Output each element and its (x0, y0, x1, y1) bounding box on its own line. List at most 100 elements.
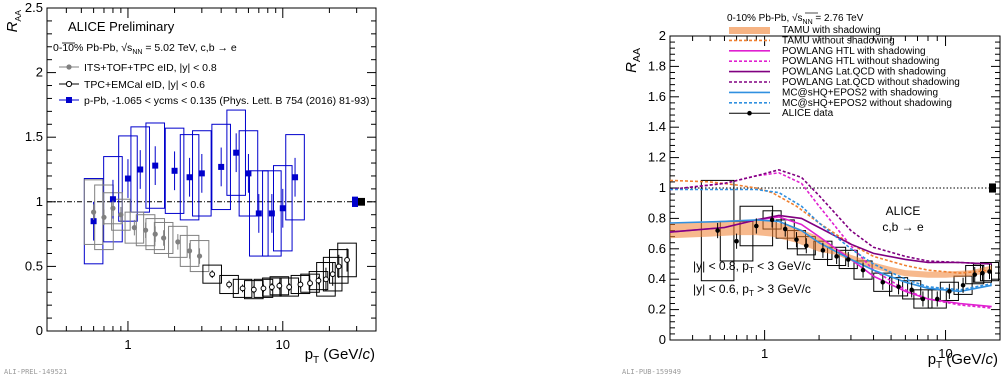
its-marker (131, 225, 137, 231)
p-pb-marker (90, 218, 97, 225)
legend-entry: POWLANG Lat.QCD with shadowing (782, 67, 946, 78)
its-marker (118, 212, 124, 218)
x-axis-title-close: ) (993, 351, 998, 368)
x-tick-label: 10 (276, 337, 290, 352)
x-tick-label: 1 (124, 337, 131, 352)
panel-2: 0 0.2 0.4 0.6 0.8 1 1.2 1.4 1.6 1.8 2 1 10 ALI-PUB-15… (622, 12, 1001, 376)
y-tick-label: 2 (36, 65, 43, 80)
data-marker (972, 272, 978, 277)
p-pb-marker (292, 174, 299, 181)
emcal-marker (344, 257, 350, 263)
its-systematic-box (168, 225, 188, 258)
y-tick-label: 2.5 (25, 0, 43, 15)
data-systematic-box (889, 277, 909, 297)
legend-entry: MC@sHQ+EPOS2 without shadowing (782, 98, 952, 109)
its-systematic-box (179, 234, 200, 267)
normalization-box (989, 183, 996, 193)
x-tick-label: 1 (761, 346, 768, 361)
p-pb-systematic-box (272, 165, 293, 252)
its-marker (196, 253, 203, 259)
subtitle-part: 0-10% Pb-Pb, √s (53, 42, 132, 54)
emcal-marker (260, 285, 267, 292)
p-pb-marker (109, 196, 116, 203)
data-marker (960, 282, 966, 288)
data-marker (920, 296, 926, 302)
y-axis-title: RAA (4, 10, 23, 33)
p-pb-normalization-box (352, 196, 358, 207)
y-tick-label: 0.2 (648, 302, 666, 317)
legend-band (729, 27, 770, 34)
p-pb-marker (137, 166, 144, 173)
y-axis-title-r: R (623, 62, 640, 73)
data-marker (909, 287, 914, 293)
p-pb-systematic-box (145, 122, 166, 209)
data-marker (782, 226, 788, 232)
data-marker (987, 269, 992, 274)
subtitle-part: 0-10% Pb-Pb, √s (727, 12, 803, 24)
y-tick-label: 1.6 (648, 89, 666, 104)
x-axis-title: pT (GeV/c) (928, 351, 998, 371)
emcal-systematic-box (202, 264, 222, 284)
emcal-marker (209, 271, 216, 278)
data-marker (734, 238, 739, 244)
data-marker (794, 237, 799, 242)
figure-id-label: ALI-PUB-159949 (622, 368, 681, 376)
model-curve-7 (670, 188, 992, 291)
data-marker (934, 296, 940, 302)
emcal-marker (307, 280, 313, 287)
its-marker (152, 231, 158, 237)
legend-entry: ITS+TOF+TPC eID, |y| < 0.8 (84, 62, 217, 74)
its-systematic-box (124, 211, 145, 244)
x-tick-label: 10 (938, 346, 952, 361)
its-marker (186, 248, 193, 254)
y-tick-label: 2 (659, 28, 666, 43)
y-axis-title-sub: AA (13, 10, 23, 22)
emcal-marker (250, 286, 257, 293)
y-tick-label: 0.4 (648, 271, 666, 286)
legend-marker (747, 110, 752, 116)
p-pb-marker (268, 210, 275, 217)
emcal-systematic-box (329, 249, 349, 284)
pb-pb-normalization-box (358, 197, 365, 206)
y-axis-title-r: R (4, 21, 21, 32)
legend-entry: p-Pb, -1.065 < ycms < 0.135 (Phys. Lett.… (84, 95, 369, 107)
y-tick-label: 0.6 (648, 241, 666, 256)
p-pb-marker (255, 210, 262, 217)
emcal-marker (335, 263, 342, 270)
x-axis-title-c: c (363, 346, 371, 363)
y-axis-title: RAA (623, 48, 643, 73)
x-axis-title-unit: (GeV/ (319, 346, 363, 363)
y-tick-label: 0.5 (25, 258, 43, 273)
x-axis-title-p: p (305, 346, 313, 363)
p-pb-systematic-box (179, 134, 200, 221)
y-tick-label: 0.8 (648, 210, 666, 225)
p-pb-marker (245, 170, 252, 177)
annotation-low-pt-a: |y| < 0.8, p (693, 259, 749, 273)
emcal-marker (315, 277, 322, 284)
y-tick-label: 0 (659, 332, 666, 347)
p-pb-marker (171, 167, 178, 174)
legend-marker (65, 80, 73, 88)
chart-title: ALICE Preliminary (68, 19, 175, 34)
p-pb-systematic-box (285, 134, 305, 221)
y-tick-label: 1.8 (648, 58, 666, 73)
emcal-marker (276, 282, 283, 289)
p-pb-marker (279, 205, 286, 212)
its-systematic-box (189, 240, 210, 273)
emcal-marker (286, 284, 293, 290)
p-pb-systematic-box (211, 123, 231, 211)
p-pb-systematic-box (262, 170, 282, 257)
annotation-high-pt: |y| < 0.6, pT > 3 GeV/c (693, 282, 811, 298)
legend-entry: POWLANG HTL without shadowing (782, 56, 939, 67)
legend-entry: TPC+EMCal eID, |y| < 0.6 (84, 79, 205, 91)
x-axis-title-c: c (986, 351, 994, 368)
p-pb-marker (198, 170, 205, 177)
p-pb-systematic-box (238, 130, 259, 217)
subtitle-rest: = 2.76 TeV (813, 13, 864, 24)
y-tick-label: 1 (36, 194, 43, 209)
y-tick-label: 1 (659, 180, 666, 195)
data-marker (980, 270, 985, 276)
legend-entry: TAMU without shadowing (782, 35, 895, 46)
emcal-marker (297, 281, 304, 288)
data-marker (754, 223, 759, 229)
